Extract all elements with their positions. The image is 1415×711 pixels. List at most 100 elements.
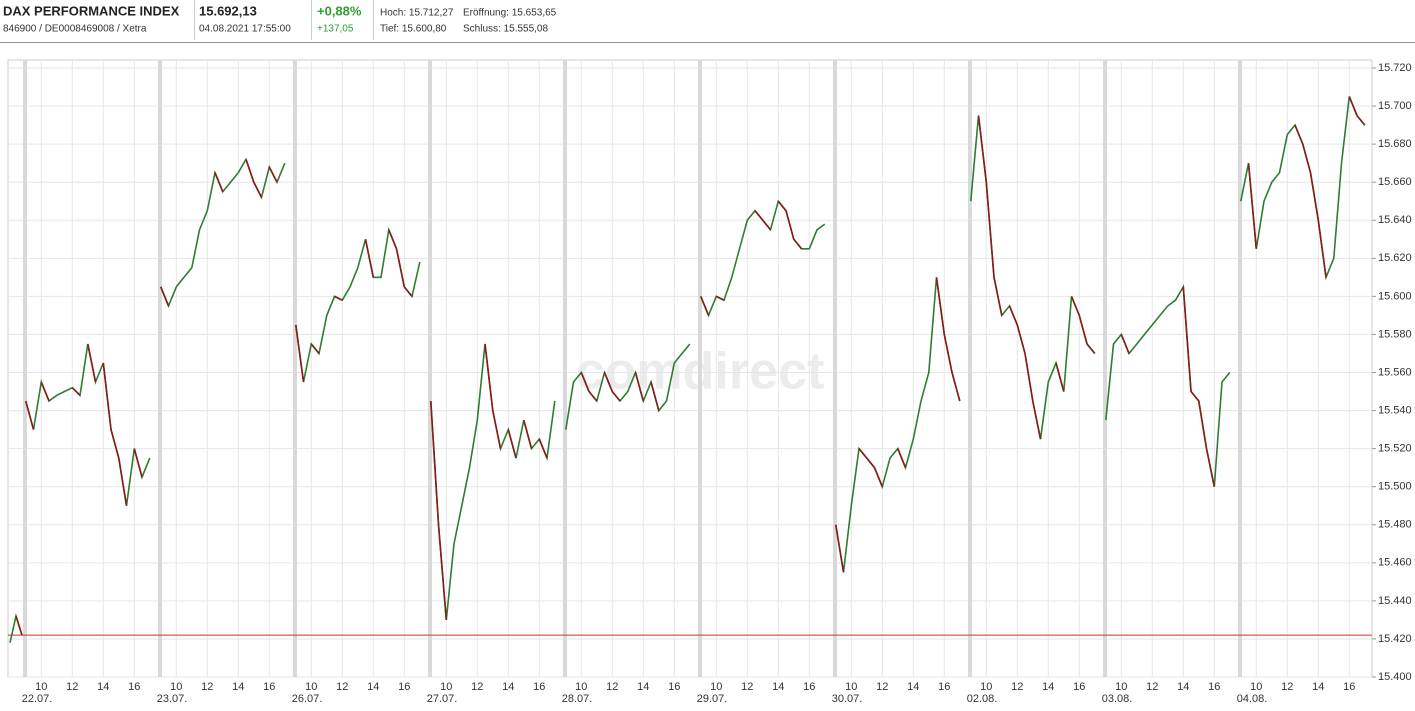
falling-segment xyxy=(110,429,120,459)
y-tick-label: 15.420 xyxy=(1378,633,1412,645)
y-tick-label: 15.440 xyxy=(1378,595,1412,607)
falling-segment xyxy=(71,387,81,396)
session-separator xyxy=(293,60,297,677)
falling-segment xyxy=(951,372,961,402)
falling-segment xyxy=(388,229,398,250)
x-tick-label: 14 xyxy=(367,681,379,693)
y-tick-label: 15.560 xyxy=(1378,366,1412,378)
falling-segment xyxy=(834,524,845,573)
x-tick-label: 16 xyxy=(1343,681,1355,693)
session-separator xyxy=(1238,60,1242,677)
x-tick-label: 16 xyxy=(263,681,275,693)
falling-segment xyxy=(117,458,128,506)
session-separator xyxy=(968,60,972,677)
falling-segment xyxy=(25,400,35,430)
falling-segment xyxy=(603,372,614,392)
falling-segment xyxy=(15,615,23,636)
falling-segment xyxy=(1031,400,1042,440)
change-pct: +0,88% xyxy=(317,3,362,18)
x-tick-label: 16 xyxy=(128,681,140,693)
falling-segment xyxy=(1348,96,1358,116)
falling-segment xyxy=(1016,324,1026,354)
y-tick-label: 15.460 xyxy=(1378,557,1412,569)
x-date-label: 29.07. xyxy=(697,693,728,705)
x-date-label: 02.08. xyxy=(967,693,998,705)
falling-segment xyxy=(484,343,494,411)
falling-segment xyxy=(310,343,320,354)
falling-segment xyxy=(634,372,645,402)
x-tick-label: 16 xyxy=(938,681,950,693)
falling-segment xyxy=(102,362,112,430)
x-tick-label: 12 xyxy=(606,681,618,693)
change-abs: +137,05 xyxy=(317,24,354,35)
y-tick-label: 15.600 xyxy=(1378,290,1412,302)
falling-segment xyxy=(1008,305,1019,326)
falling-segment xyxy=(523,419,533,449)
x-tick-label: 14 xyxy=(502,681,514,693)
x-tick-label: 10 xyxy=(575,681,587,693)
falling-segment xyxy=(873,467,884,487)
falling-segment xyxy=(715,295,725,301)
x-tick-label: 16 xyxy=(803,681,815,693)
x-date-label: 27.07. xyxy=(427,693,458,705)
timestamp: 04.08.2021 17:55:00 xyxy=(199,24,291,35)
x-tick-label: 14 xyxy=(907,681,919,693)
y-tick-label: 15.520 xyxy=(1378,443,1412,455)
falling-segment xyxy=(133,448,143,478)
falling-segment xyxy=(1078,315,1088,345)
header-bg xyxy=(0,0,1415,42)
falling-segment xyxy=(977,115,988,183)
session-separator xyxy=(833,60,837,677)
x-tick-label: 10 xyxy=(1250,681,1262,693)
x-tick-label: 12 xyxy=(471,681,483,693)
identifier: 846900 / DE0008469008 / Xetra xyxy=(3,24,147,35)
falling-segment xyxy=(1302,143,1312,173)
falling-segment xyxy=(160,286,170,307)
falling-segment xyxy=(866,457,876,469)
open: Eröffnung: 15.653,65 xyxy=(463,8,557,19)
x-date-label: 23.07. xyxy=(157,693,188,705)
x-tick-label: 12 xyxy=(201,681,213,693)
y-tick-label: 15.580 xyxy=(1378,328,1412,340)
y-tick-label: 15.680 xyxy=(1378,138,1412,150)
x-date-label: 03.08. xyxy=(1102,693,1133,705)
y-tick-label: 15.620 xyxy=(1378,252,1412,264)
falling-segment xyxy=(507,429,517,459)
x-tick-label: 12 xyxy=(741,681,753,693)
x-tick-label: 14 xyxy=(772,681,784,693)
falling-segment xyxy=(1294,124,1304,145)
x-tick-label: 14 xyxy=(97,681,109,693)
falling-segment xyxy=(403,286,413,297)
falling-segment xyxy=(86,343,97,383)
low: Tief: 15.600,80 xyxy=(380,24,447,35)
falling-segment xyxy=(700,296,710,316)
high: Hoch: 15.712,27 xyxy=(380,8,454,19)
session-separator xyxy=(563,60,567,677)
falling-segment xyxy=(245,159,255,183)
x-tick-label: 10 xyxy=(35,681,47,693)
session-separator xyxy=(698,60,702,677)
falling-segment xyxy=(1205,448,1216,487)
x-tick-label: 16 xyxy=(533,681,545,693)
falling-segment xyxy=(611,391,621,402)
falling-segment xyxy=(785,210,795,240)
falling-segment xyxy=(943,334,953,373)
x-date-label: 28.07. xyxy=(562,693,593,705)
x-tick-label: 12 xyxy=(876,681,888,693)
falling-segment xyxy=(1120,334,1130,354)
price-line xyxy=(970,115,1096,440)
falling-segment xyxy=(214,172,224,193)
falling-segment xyxy=(437,524,448,620)
x-tick-label: 16 xyxy=(668,681,680,693)
falling-segment xyxy=(754,210,764,221)
index-title: DAX PERFORMANCE INDEX xyxy=(3,3,180,18)
price-line xyxy=(1240,96,1366,281)
x-tick-label: 12 xyxy=(1281,681,1293,693)
falling-segment xyxy=(294,324,305,383)
falling-segment xyxy=(1317,220,1327,278)
x-tick-label: 12 xyxy=(1011,681,1023,693)
session-separator xyxy=(158,60,162,677)
x-tick-label: 16 xyxy=(1073,681,1085,693)
falling-segment xyxy=(935,277,946,335)
